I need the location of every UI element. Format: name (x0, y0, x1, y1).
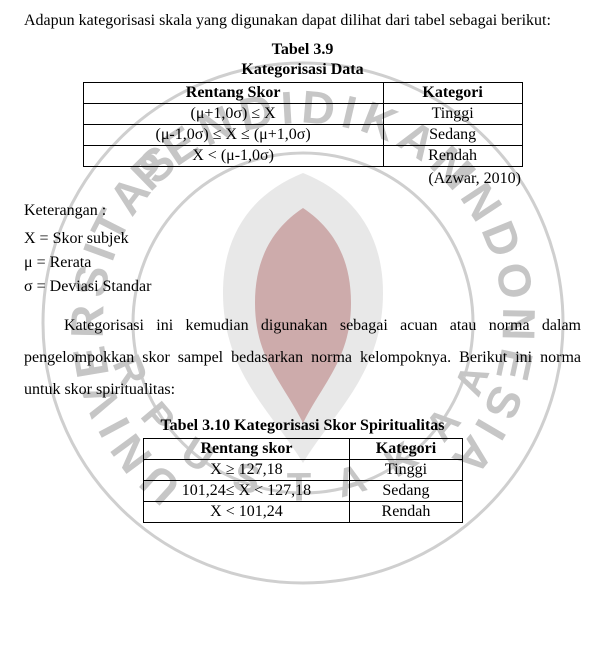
table-row: X < (μ-1,0σ) Rendah (83, 146, 522, 167)
table2-cell: Sedang (350, 481, 462, 502)
table-row: (μ-1,0σ) ≤ X ≤ (μ+1,0σ) Sedang (83, 125, 522, 146)
table-row: 101,24≤ X < 127,18 Sedang (143, 481, 462, 502)
table-row: X ≥ 127,18 Tinggi (143, 460, 462, 481)
table1-title-line1: Tabel 3.9 (272, 41, 334, 58)
table1-cell: (μ-1,0σ) ≤ X ≤ (μ+1,0σ) (83, 125, 383, 146)
table-row: X < 101,24 Rendah (143, 502, 462, 523)
table-row: (μ+1,0σ) ≤ X Tinggi (83, 104, 522, 125)
definition-line: X = Skor subjek (24, 230, 581, 248)
table1-cell: X < (μ-1,0σ) (83, 146, 383, 167)
table1-cell: Tinggi (383, 104, 522, 125)
definitions-block: X = Skor subjek μ = Rerata σ = Deviasi S… (24, 230, 581, 296)
table1-cell: Rendah (383, 146, 522, 167)
table2-title: Tabel 3.10 Kategorisasi Skor Spiritualit… (24, 416, 581, 436)
table2-cell: X ≥ 127,18 (143, 460, 350, 481)
table2-cell: X < 101,24 (143, 502, 350, 523)
table2-header: Rentang skor (143, 439, 350, 460)
table2: Rentang skor Kategori X ≥ 127,18 Tinggi … (143, 438, 463, 523)
table-row: Rentang Skor Kategori (83, 83, 522, 104)
citation-text: (Azwar, 2010) (24, 170, 581, 188)
table2-header: Kategori (350, 439, 462, 460)
table2-cell: 101,24≤ X < 127,18 (143, 481, 350, 502)
table1-title-line2: Kategorisasi Data (241, 61, 363, 78)
table1-cell: Sedang (383, 125, 522, 146)
table-row: Rentang skor Kategori (143, 439, 462, 460)
table1-header: Kategori (383, 83, 522, 104)
intro-text: Adapun kategorisasi skala yang digunakan… (24, 10, 581, 32)
keterangan-label: Keterangan : (24, 202, 581, 220)
table1-header: Rentang Skor (83, 83, 383, 104)
table1-cell: (μ+1,0σ) ≤ X (83, 104, 383, 125)
table1-title: Tabel 3.9 Kategorisasi Data (24, 40, 581, 80)
table2-cell: Rendah (350, 502, 462, 523)
paragraph-text: Kategorisasi ini kemudian digunakan seba… (24, 310, 581, 406)
document-content: Adapun kategorisasi skala yang digunakan… (0, 0, 605, 533)
definition-line: σ = Deviasi Standar (24, 278, 581, 296)
table1: Rentang Skor Kategori (μ+1,0σ) ≤ X Tingg… (83, 82, 523, 167)
definition-line: μ = Rerata (24, 254, 581, 272)
table2-cell: Tinggi (350, 460, 462, 481)
